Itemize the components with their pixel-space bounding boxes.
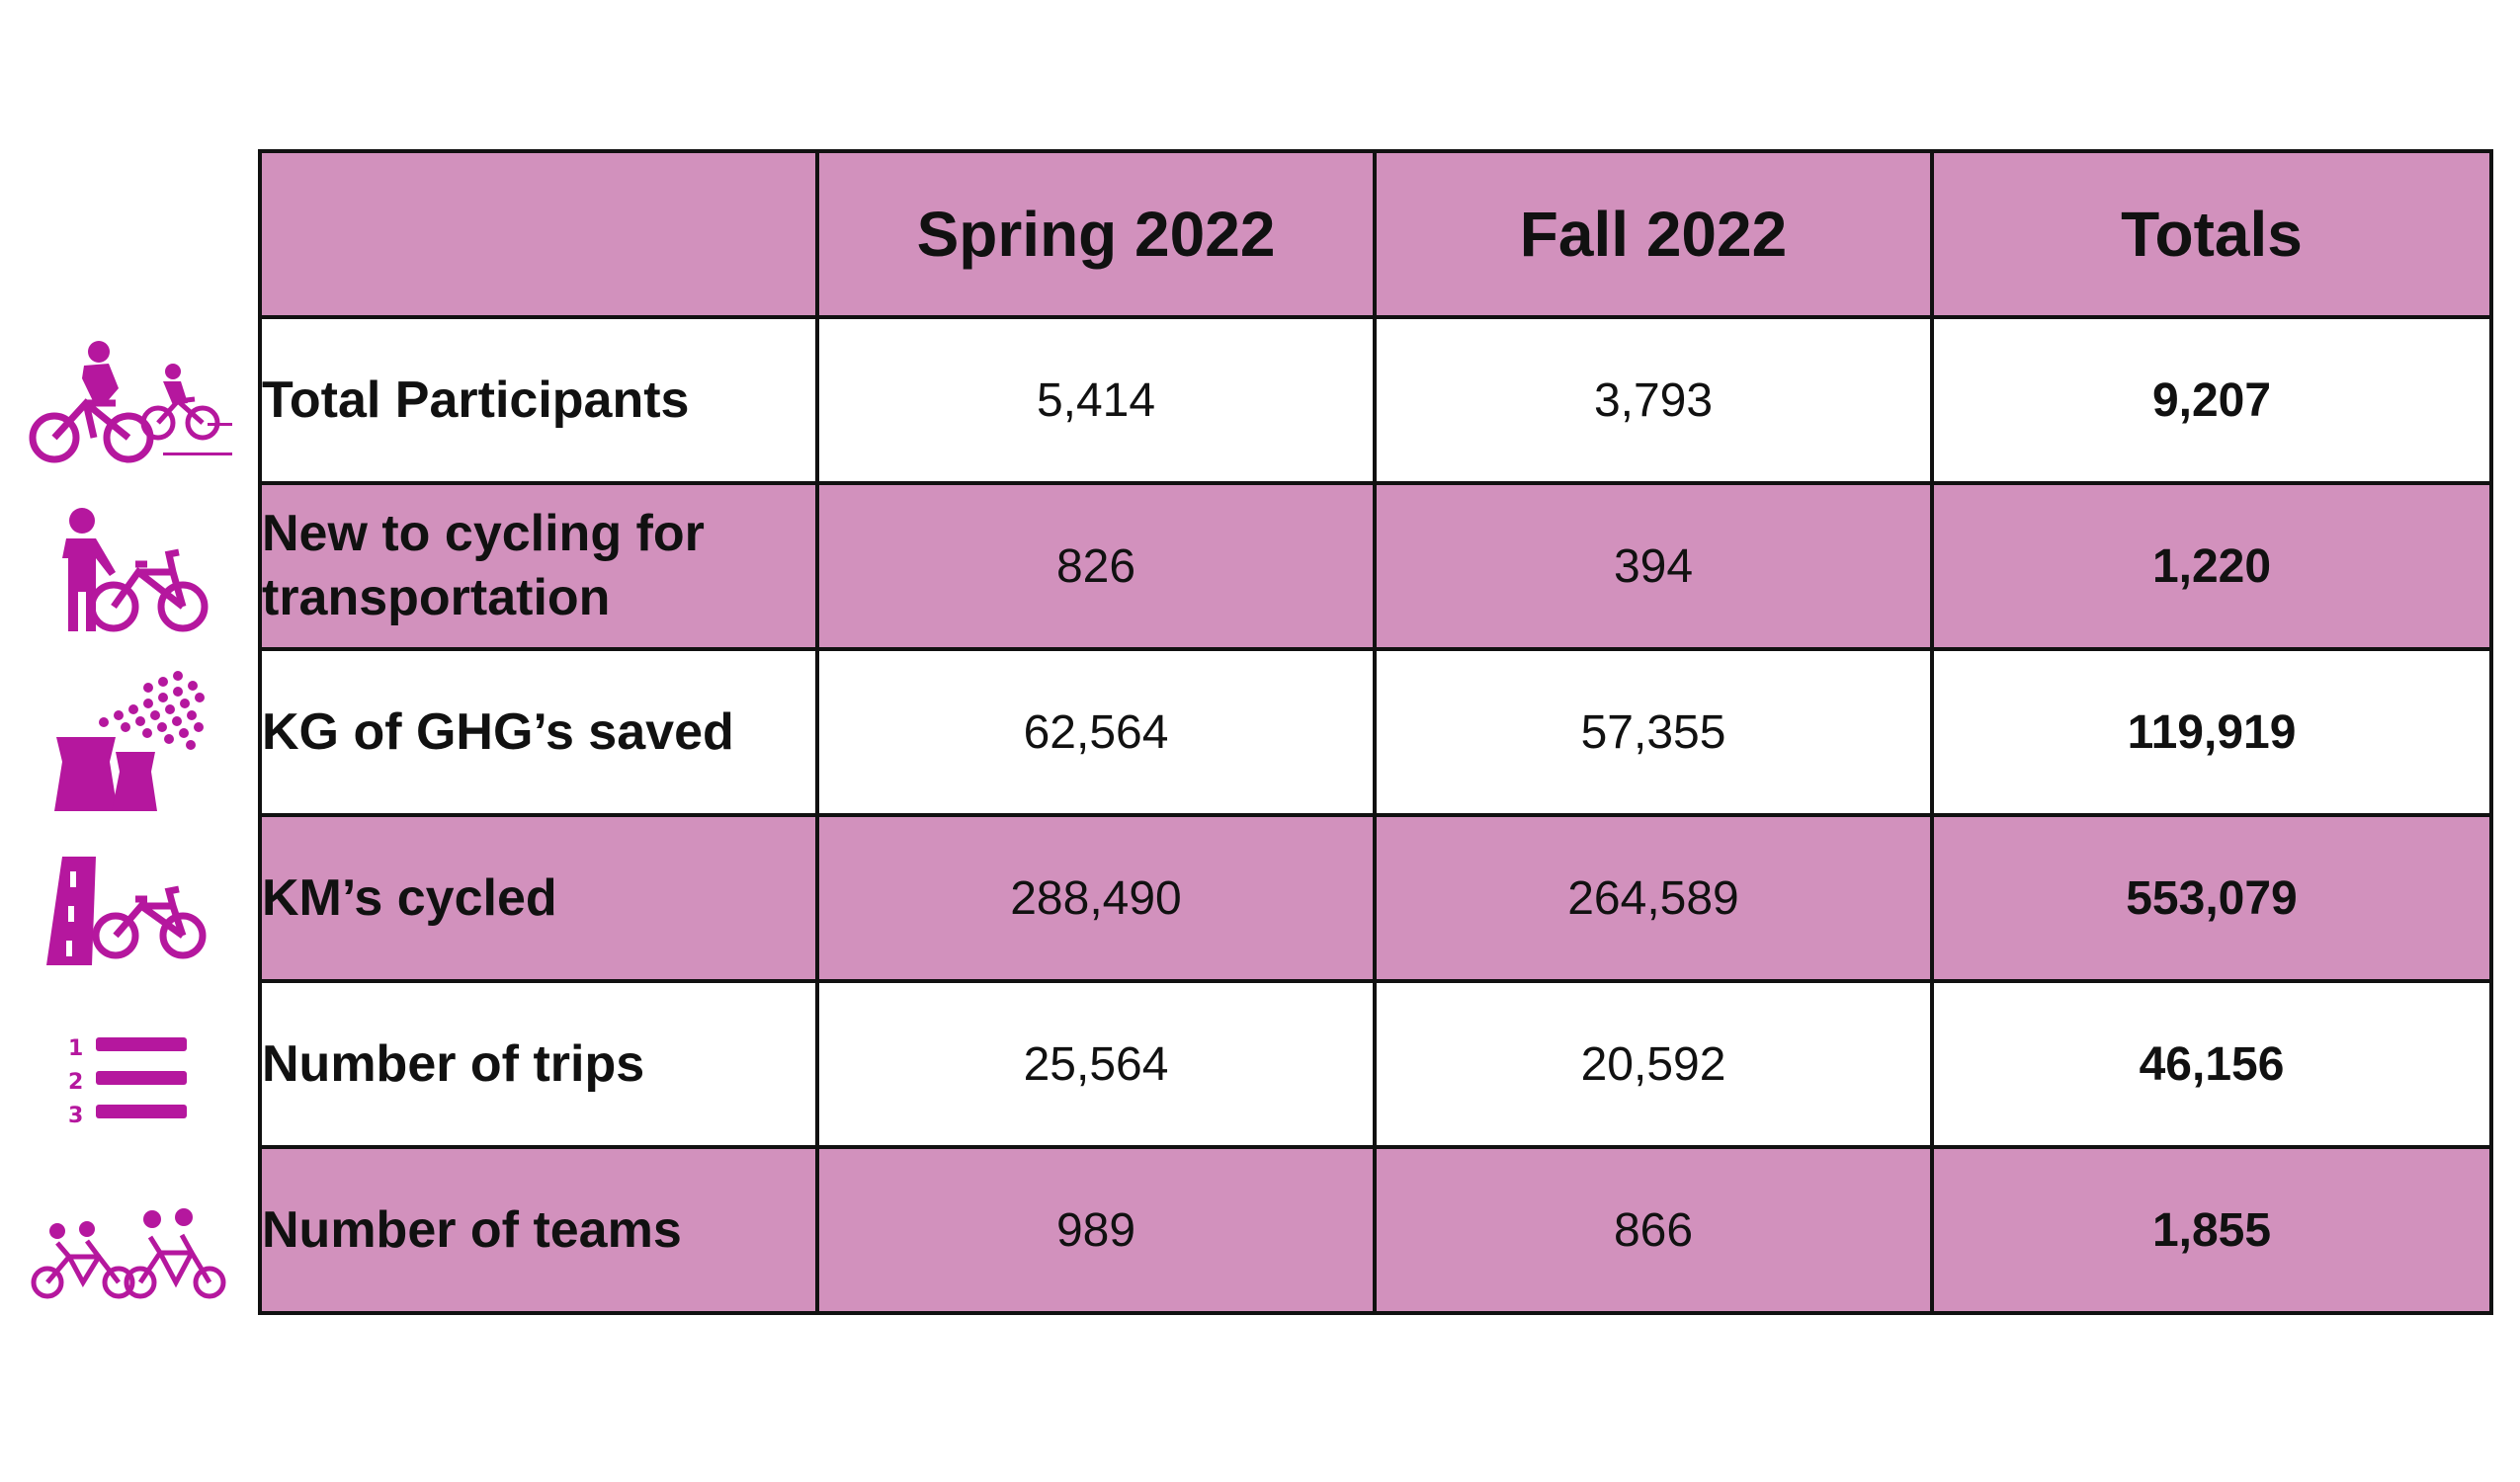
total-value: 1,855 <box>1930 1145 2493 1315</box>
table-row: KM’s cycled 288,490 264,589 553,079 <box>258 813 2493 983</box>
cyclists-adult-child-icon <box>29 340 232 463</box>
icon-cell <box>0 488 257 658</box>
cooling-tower-emissions-icon <box>54 670 205 811</box>
stats-table: Spring 2022 Fall 2022 Totals Total Parti… <box>258 149 2493 1315</box>
svg-text:2: 2 <box>68 1070 83 1095</box>
spring-value: 5,414 <box>815 315 1377 485</box>
numbered-list-icon: 1 2 3 <box>68 1036 187 1128</box>
table-row: KG of GHG’s saved 62,564 57,355 119,919 <box>258 647 2493 817</box>
row-label: Number of teams <box>258 1145 819 1315</box>
svg-text:3: 3 <box>68 1104 83 1128</box>
spring-value: 62,564 <box>815 647 1377 817</box>
total-value: 1,220 <box>1930 481 2493 651</box>
tandem-team-bikes-icon <box>31 1208 226 1299</box>
row-label: KG of GHG’s saved <box>258 647 819 817</box>
total-value: 553,079 <box>1930 813 2493 983</box>
road-bike-icon <box>46 857 207 966</box>
table-row: Number of trips 25,564 20,592 46,156 <box>258 979 2493 1149</box>
fall-value: 394 <box>1373 481 1934 651</box>
row-icons-column: 1 2 3 <box>0 318 257 1335</box>
table-row: Total Participants 5,414 3,793 9,207 <box>258 315 2493 485</box>
row-label: Number of trips <box>258 979 819 1149</box>
total-value: 119,919 <box>1930 647 2493 817</box>
fall-value: 866 <box>1373 1145 1934 1315</box>
icon-cell <box>0 827 257 997</box>
table-row: New to cycling for transportation 826 39… <box>258 481 2493 651</box>
svg-text:1: 1 <box>68 1036 83 1061</box>
fall-value: 3,793 <box>1373 315 1934 485</box>
header-totals: Totals <box>1930 149 2493 319</box>
table-row: Number of teams 989 866 1,855 <box>258 1145 2493 1315</box>
icon-cell: 1 2 3 <box>0 996 257 1166</box>
fall-value: 20,592 <box>1373 979 1934 1149</box>
header-row: Spring 2022 Fall 2022 Totals <box>258 149 2493 319</box>
icon-cell <box>0 1166 257 1336</box>
header-empty-cell <box>258 149 819 319</box>
person-with-bike-icon <box>62 508 209 632</box>
row-label: Total Participants <box>258 315 819 485</box>
icon-cell <box>0 318 257 488</box>
spring-value: 989 <box>815 1145 1377 1315</box>
fall-value: 264,589 <box>1373 813 1934 983</box>
icon-cell <box>0 657 257 827</box>
row-label: KM’s cycled <box>258 813 819 983</box>
total-value: 46,156 <box>1930 979 2493 1149</box>
header-fall-2022: Fall 2022 <box>1373 149 1934 319</box>
row-label: New to cycling for transportation <box>258 481 819 651</box>
header-spring-2022: Spring 2022 <box>815 149 1377 319</box>
spring-value: 288,490 <box>815 813 1377 983</box>
spring-value: 25,564 <box>815 979 1377 1149</box>
fall-value: 57,355 <box>1373 647 1934 817</box>
spring-value: 826 <box>815 481 1377 651</box>
total-value: 9,207 <box>1930 315 2493 485</box>
